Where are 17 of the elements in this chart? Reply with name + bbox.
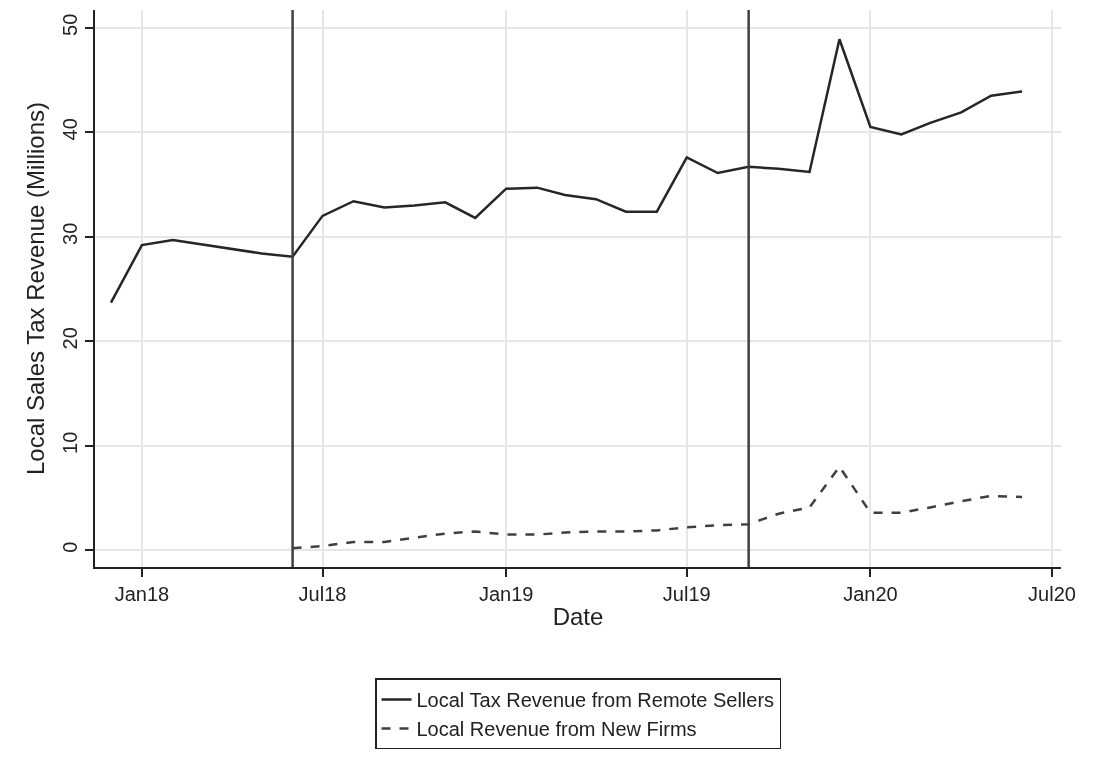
x-tick-label: Jul20	[1028, 583, 1076, 605]
y-tick-label: 10	[59, 431, 81, 454]
x-tick-label: Jul18	[298, 583, 347, 605]
x-tick-label: Jul19	[662, 583, 711, 605]
x-tick-label: Jan19	[478, 583, 534, 605]
line-series	[109, 38, 1024, 304]
x-tick-label: Jan18	[114, 583, 170, 605]
y-tick-label: 50	[59, 13, 81, 36]
y-tick-label: 20	[59, 327, 81, 350]
y-tick-label: 0	[59, 541, 81, 553]
x-axis-title: Date	[552, 602, 604, 630]
y-tick-label: 30	[59, 222, 81, 245]
legend-label: Local Tax Revenue from Remote Sellers	[416, 689, 775, 712]
x-tick-label: Jan20	[843, 583, 898, 605]
legend-label: Local Revenue from New Firms	[416, 718, 697, 741]
y-axis-title: Local Sales Tax Revenue (Millions)	[21, 101, 49, 476]
y-tick-label: 40	[59, 118, 81, 141]
